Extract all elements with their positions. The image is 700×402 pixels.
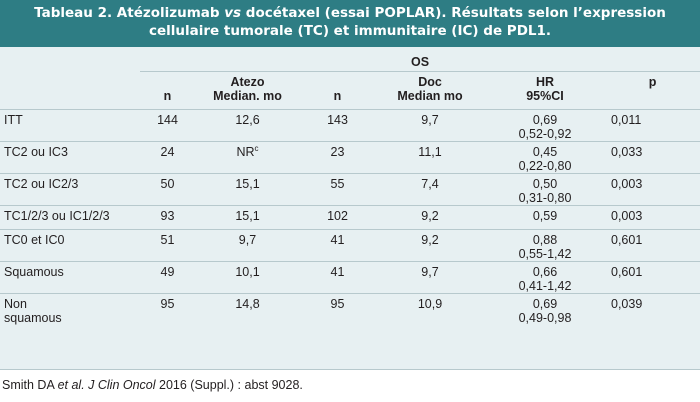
cell-n-atezo: 144	[140, 109, 195, 142]
cell-doc-median: 9,7	[375, 261, 485, 294]
table-row: TC2 ou IC3 24 NRc 23 11,1 0,45 0,22-0,80 …	[0, 141, 700, 174]
cell-atezo-median: 10,1	[195, 261, 300, 294]
cell-n-doc: 102	[300, 205, 375, 230]
title-vs: vs	[224, 5, 242, 21]
cell-n-atezo: 49	[140, 261, 195, 294]
cell-atezo-median: 14,8	[235, 296, 260, 311]
cell-p: 0,003	[605, 205, 700, 230]
cell-hr: 0,88 0,55-1,42	[485, 229, 605, 262]
cell-doc-median: 10,9	[417, 296, 443, 311]
cell-atezo-median: 15,1	[195, 205, 300, 230]
cell-p: 0,011	[605, 109, 700, 142]
source-citation: Smith DA et al. J Clin Oncol 2016 (Suppl…	[2, 378, 303, 392]
row-label: Non squamous	[4, 296, 62, 325]
col-p: p	[605, 71, 700, 110]
cell-hr: 0,59	[485, 205, 605, 230]
cell-p: 0,033	[605, 141, 700, 174]
cell-n-atezo: 95	[160, 296, 175, 311]
cell-n-atezo: 51	[140, 229, 195, 262]
cell-p: 0,039	[611, 296, 643, 311]
cell-hr: 0,69 0,49-0,98	[518, 296, 572, 325]
col-atezo-median: Atezo Median. mo	[195, 71, 300, 110]
col-doc-median: Doc Median mo	[375, 71, 485, 110]
cell-doc-median: 9,2	[375, 229, 485, 262]
cell-p: 0,601	[605, 261, 700, 294]
row-label: TC2 ou IC3	[0, 141, 140, 174]
table-row: TC1/2/3 ou IC1/2/3 93 15,1 102 9,2 0,59 …	[0, 205, 700, 230]
cell-n-doc: 55	[300, 173, 375, 206]
column-header-row: n Atezo Median. mo n Doc Median mo HR 95%CI…	[0, 71, 700, 110]
cell-hr: 0,66 0,41-1,42	[485, 261, 605, 294]
table-title-line-1: Tableau 2. Atézolizumab vs docétaxel (es…	[10, 4, 690, 22]
table-row: TC2 ou IC2/3 50 15,1 55 7,4 0,50 0,31-0,8…	[0, 173, 700, 206]
col-n-atezo: n	[140, 71, 195, 110]
row-label: TC1/2/3 ou IC1/2/3	[0, 205, 140, 230]
cell-p: 0,601	[605, 229, 700, 262]
title-prefix: Tableau 2. Atézolizumab	[34, 5, 225, 21]
cell-doc-median: 9,2	[375, 205, 485, 230]
row-label: Squamous	[0, 261, 140, 294]
results-table-container: OS n Atezo Median. mo n Doc Median mo HR 95…	[0, 47, 700, 370]
table-row: Non squamous 95 14,8 95 10,9 0,69 0,49-0,9…	[0, 293, 700, 329]
table-title-line-2: cellulaire tumorale (TC) et immunitaire …	[148, 23, 552, 39]
cell-p: 0,003	[605, 173, 700, 206]
cell-atezo-median: NRc	[195, 141, 300, 174]
cell-n-doc: 41	[300, 261, 375, 294]
table-row: ITT 144 12,6 143 9,7 0,69 0,52-0,92 0,011	[0, 109, 700, 142]
cell-n-doc: 41	[300, 229, 375, 262]
cell-n-doc: 143	[300, 109, 375, 142]
row-label: TC2 ou IC2/3	[0, 173, 140, 206]
cell-n-atezo: 50	[140, 173, 195, 206]
cell-doc-median: 11,1	[375, 141, 485, 174]
col-hr: HR 95%CI	[485, 71, 605, 110]
cell-atezo-median: 15,1	[195, 173, 300, 206]
table-row: Squamous 49 10,1 41 9,7 0,66 0,41-1,42 0,…	[0, 261, 700, 294]
table-title: Tableau 2. Atézolizumab vs docétaxel (es…	[0, 0, 700, 47]
row-label: ITT	[0, 109, 140, 142]
cell-doc-median: 7,4	[375, 173, 485, 206]
cell-n-doc: 95	[330, 296, 345, 311]
group-header-row: OS	[0, 47, 700, 72]
results-table: OS n Atezo Median. mo n Doc Median mo HR 95…	[0, 47, 700, 329]
cell-doc-median: 9,7	[375, 109, 485, 142]
col-n-doc: n	[300, 71, 375, 110]
cell-hr: 0,69 0,52-0,92	[485, 109, 605, 142]
table-row: TC0 et IC0 51 9,7 41 9,2 0,88 0,55-1,42 0…	[0, 229, 700, 262]
os-header: OS	[140, 47, 700, 72]
cell-hr: 0,50 0,31-0,80	[485, 173, 605, 206]
cell-atezo-median: 9,7	[195, 229, 300, 262]
cell-atezo-median: 12,6	[195, 109, 300, 142]
cell-hr: 0,45 0,22-0,80	[485, 141, 605, 174]
cell-n-atezo: 93	[140, 205, 195, 230]
cell-n-atezo: 24	[140, 141, 195, 174]
row-label: TC0 et IC0	[0, 229, 140, 262]
title-suffix: docétaxel (essai POPLAR). Résultats selo…	[241, 5, 666, 21]
cell-n-doc: 23	[300, 141, 375, 174]
